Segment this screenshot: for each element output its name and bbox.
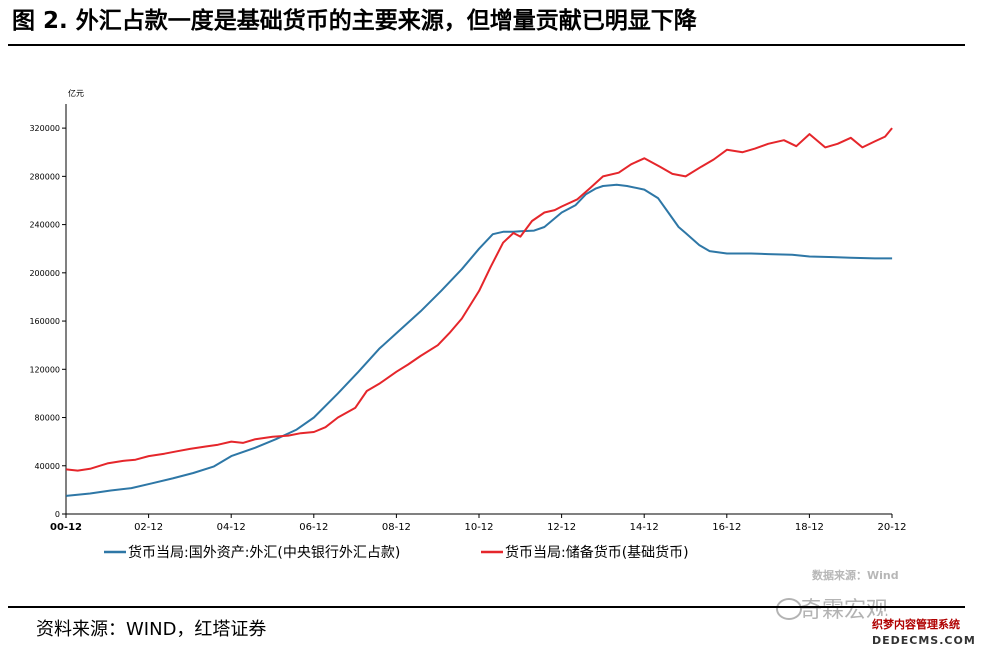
y-tick-label: 200000 <box>29 269 60 278</box>
y-tick-label: 40000 <box>35 462 60 471</box>
y-tick-label: 0 <box>55 510 60 519</box>
legend-label: 货币当局:储备货币(基础货币) <box>505 544 689 561</box>
y-tick-label: 240000 <box>29 221 60 230</box>
series-line-1 <box>66 183 893 497</box>
x-tick-label: 08-12 <box>382 522 411 533</box>
y-tick-label: 280000 <box>29 172 60 181</box>
x-tick-label: 04-12 <box>217 522 246 533</box>
site-badge: 织梦内容管理系统 DEDECMS.COM <box>870 616 978 650</box>
x-tick-label: 18-12 <box>795 522 824 533</box>
x-tick-label: 02-12 <box>134 522 163 533</box>
y-tick-label: 320000 <box>29 124 60 133</box>
x-tick-label: 12-12 <box>547 522 576 533</box>
source-note: 资料来源：WIND，红塔证券 <box>36 619 267 640</box>
wechat-icon <box>776 598 802 620</box>
x-tick-label: 06-12 <box>299 522 328 533</box>
chart-axes: 0 40000 80000 120000 160000 200000 240000 28000… <box>29 88 906 533</box>
data-source-watermark: 数据来源：Wind <box>812 568 899 582</box>
x-tick-label: 16-12 <box>712 522 741 533</box>
legend-label: 货币当局:国外资产:外汇(中央银行外汇占款) <box>128 544 400 561</box>
chart-legend: 货币当局:国外资产:外汇(中央银行外汇占款) 货币当局:储备货币(基础货币) <box>104 544 689 561</box>
y-tick-label: 80000 <box>35 414 60 423</box>
line-chart: 0 40000 80000 120000 160000 200000 240000 28000… <box>29 88 906 582</box>
site-badge-line1: 织梦内容管理系统 <box>872 618 960 631</box>
source-rule <box>8 606 965 608</box>
x-tick-label: 00-12 <box>50 522 82 533</box>
x-tick-label: 20-12 <box>877 522 906 533</box>
figure-title: 图 2. 外汇占款一度是基础货币的主要来源，但增量贡献已明显下降 <box>12 8 697 34</box>
y-axis-unit-label: 亿元 <box>68 88 84 98</box>
title-rule <box>8 44 965 46</box>
y-tick-label: 160000 <box>29 317 60 326</box>
x-tick-label: 14-12 <box>630 522 659 533</box>
x-tick-label: 10-12 <box>464 522 493 533</box>
series-line-2 <box>65 127 893 472</box>
site-badge-line2: DEDECMS.COM <box>872 634 976 647</box>
chart-series-layer <box>65 127 893 497</box>
y-tick-label: 120000 <box>29 365 60 374</box>
